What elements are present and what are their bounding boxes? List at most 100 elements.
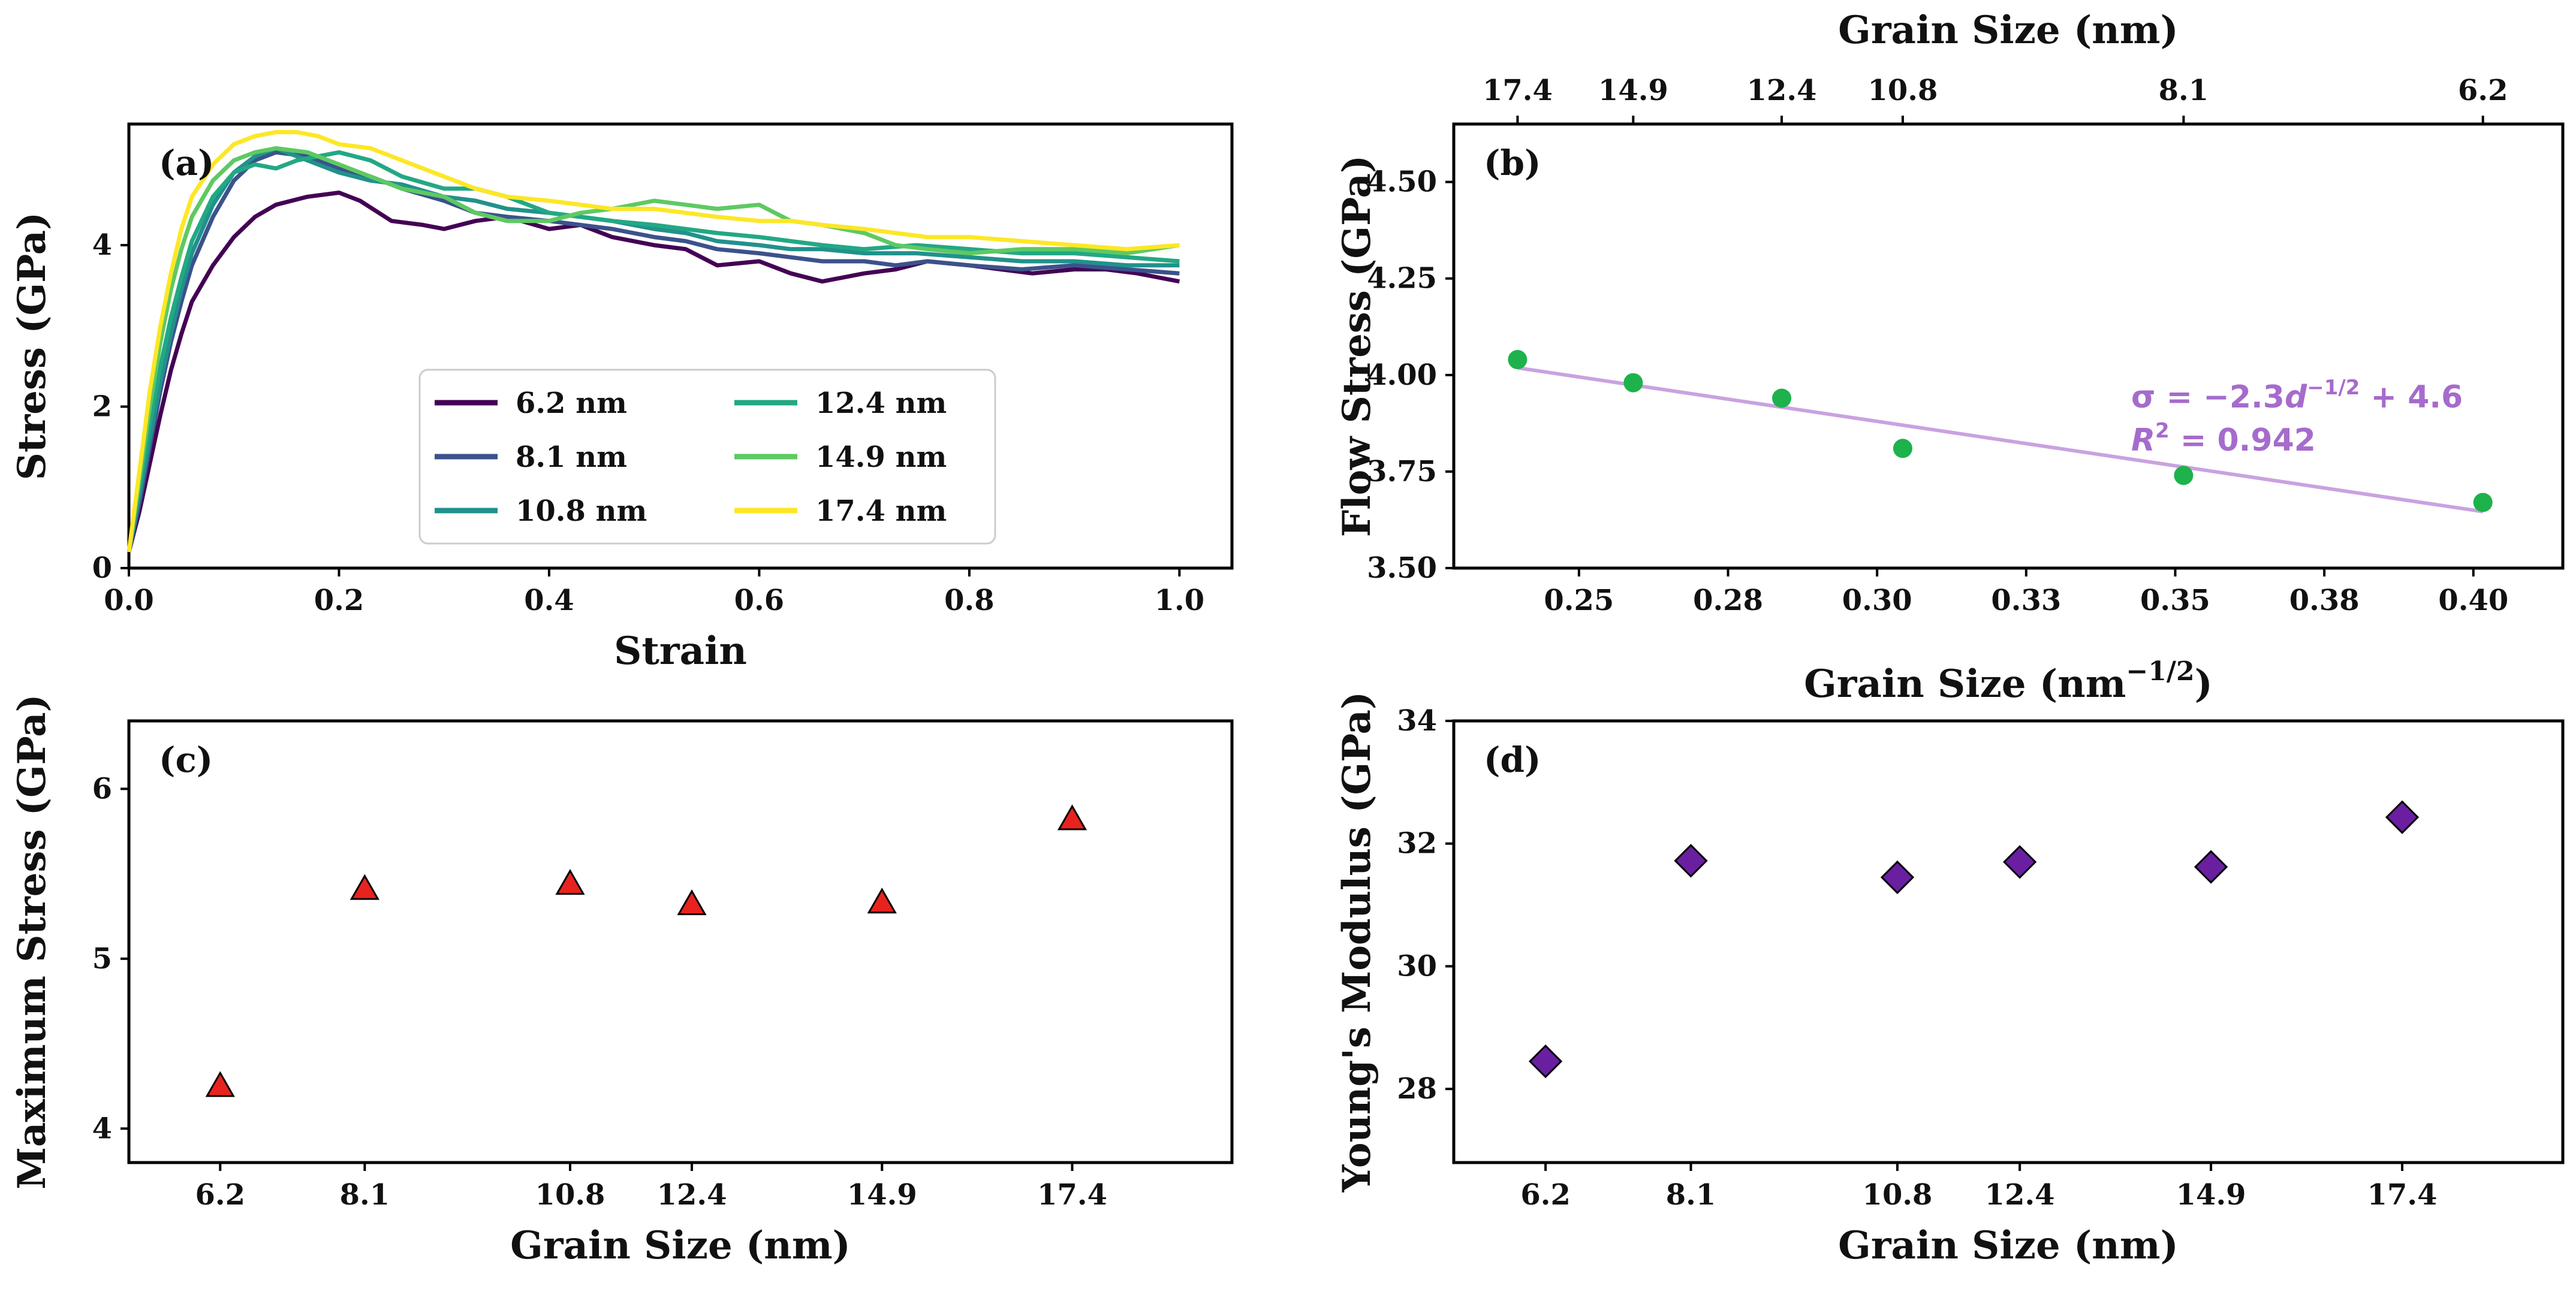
fit-r-squared: R2 = 0.942 [2131,419,2316,458]
panel-d-frame [1452,719,2565,1164]
data-point-triangle [555,869,585,895]
top-x-axis-title: Grain Size (nm) [1838,8,2179,53]
x-tick-label: 17.4 [1037,1178,1107,1212]
x-tick-label: 0.0 [104,584,154,617]
y-tick-label: 4.00 [1367,358,1437,392]
x-tick-label: 0.2 [314,584,364,617]
series-line-8-1-nm [126,150,1180,553]
top-x-tick-label: 8.1 [2159,74,2209,107]
y-axis-title: Maximum Stress (GPa) [10,694,55,1190]
x-tick-label: 14.9 [847,1178,917,1212]
data-point-diamond [1880,860,1915,895]
y-tick-label: 4.50 [1367,165,1437,199]
x-tick-label: 0.40 [2438,584,2508,617]
y-tick-label: 3.50 [1367,551,1437,585]
series-line-10-8-nm [126,146,1180,553]
x-axis-title: Grain Size (nm−1/2) [1804,656,2213,707]
data-point-triangle [1057,804,1087,831]
top-x-tick-label: 10.8 [1867,74,1938,107]
panel-label: (a) [159,143,214,183]
panel-b-frame [1452,122,2565,570]
y-tick-label: 30 [1397,949,1437,983]
fit-equation-lhs: σ = −2.3 [2131,379,2285,415]
x-tick-label: 10.8 [535,1178,605,1212]
x-tick-label: 8.1 [1666,1178,1716,1212]
data-point [2174,466,2194,485]
y-tick-label: 6 [92,772,112,805]
data-point-triangle [677,889,707,916]
r-squared-value: = 0.942 [2170,422,2316,458]
x-axis-title-close: ) [2195,662,2213,707]
x-tick-label: 0.38 [2289,584,2360,617]
fit-equation-exp: −1/2 [2307,376,2360,400]
x-tick-label: 12.4 [657,1178,727,1212]
data-point [1772,388,1792,408]
data-point-diamond [2194,850,2228,884]
x-tick-label: 12.4 [1985,1178,2055,1212]
r-squared-exp: 2 [2155,419,2170,443]
data-point-diamond [2003,845,2037,879]
panel-label: (c) [159,739,213,780]
y-axis-title: Young's Modulus (GPa) [1334,692,1379,1193]
x-axis-title: Grain Size (nm) [1838,1223,2179,1268]
y-tick-label: 4 [92,228,112,262]
x-axis-title: Grain Size (nm) [510,1223,851,1268]
fit-equation-d: d [2285,379,2307,415]
legend-label: 14.9 nm [815,440,947,474]
x-tick-label: 0.28 [1693,584,1763,617]
x-tick-label: 0.8 [944,584,995,617]
x-tick-label: 0.33 [1991,584,2061,617]
x-tick-label: 1.0 [1155,584,1205,617]
x-tick-label: 0.35 [2140,584,2210,617]
fit-equation: σ = −2.3d−1/2 + 4.6 [2131,376,2463,415]
data-point [1623,373,1643,393]
x-tick-label: 0.30 [1842,584,1912,617]
y-tick-label: 34 [1397,704,1437,738]
series-line-17-4-nm [126,130,1180,553]
y-tick-label: 4 [92,1112,112,1145]
y-tick-label: 0 [92,551,112,585]
x-tick-label: 0.4 [524,584,574,617]
y-tick-label: 3.75 [1367,455,1437,488]
x-tick-label: 6.2 [1520,1178,1571,1212]
top-x-tick-label: 12.4 [1747,74,1817,107]
legend-label: 10.8 nm [516,494,647,528]
series-line-14-9-nm [126,146,1180,553]
legend-label: 8.1 nm [516,440,627,474]
x-tick-label: 17.4 [2367,1178,2438,1212]
panel-c-frame [127,719,1234,1164]
panel-label: (b) [1484,143,1541,183]
data-point-triangle [205,1071,235,1097]
legend-label: 6.2 nm [516,387,627,420]
data-point-diamond [1528,1044,1563,1079]
x-tick-label: 8.1 [340,1178,390,1212]
x-axis-title-main: Grain Size (nm [1804,662,2126,707]
y-tick-label: 2 [92,390,112,424]
y-tick-label: 4.25 [1367,262,1437,295]
data-point [2473,493,2493,512]
x-tick-label: 14.9 [2176,1178,2246,1212]
panel-label: (d) [1484,739,1541,780]
y-tick-label: 5 [92,942,112,976]
data-point-diamond [2385,800,2420,834]
legend-label: 17.4 nm [815,494,947,528]
x-tick-label: 0.6 [734,584,785,617]
x-tick-label: 10.8 [1863,1178,1933,1212]
panel-a-frame [127,122,1234,570]
data-point [1508,350,1527,370]
data-point-diamond [1674,844,1708,878]
r-squared-symbol: R [2131,422,2155,458]
top-x-tick-label: 17.4 [1483,74,1553,107]
legend-box [418,369,996,545]
top-x-tick-label: 14.9 [1598,74,1668,107]
data-point-triangle [867,887,897,914]
fit-equation-rhs: + 4.6 [2360,379,2463,415]
fit-line [1517,366,2484,514]
x-axis-title-sup: −1/2 [2126,656,2194,687]
x-tick-label: 6.2 [195,1178,246,1212]
y-axis-title: Stress (GPa) [10,212,55,481]
y-tick-label: 32 [1397,827,1437,861]
data-point-triangle [350,874,379,900]
data-point [1893,439,1912,458]
